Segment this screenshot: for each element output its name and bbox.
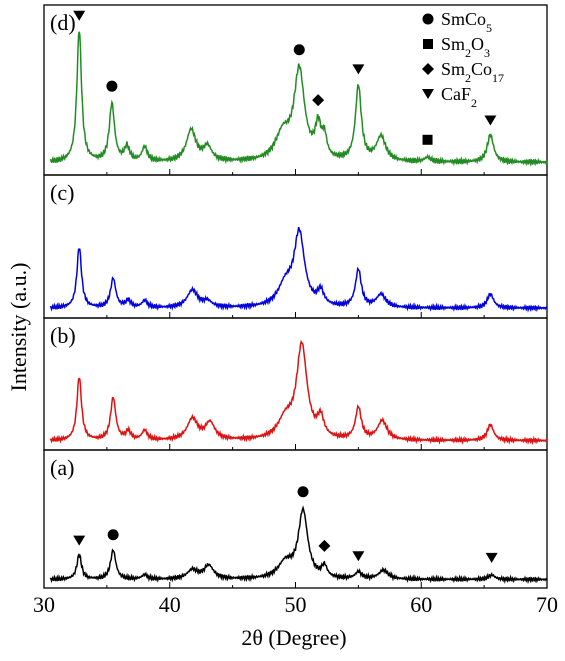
legend-marker-triangle-down (422, 89, 434, 99)
x-tick-label: 30 (33, 592, 55, 617)
series-line-b (49, 339, 548, 446)
legend-label: Sm2O3 (441, 34, 490, 60)
x-tick-label: 40 (159, 592, 181, 617)
panel-label: (d) (50, 10, 76, 35)
phase-marker-square (422, 134, 433, 145)
legend-marker-circle (422, 13, 434, 25)
series-line-d (49, 31, 548, 167)
phase-marker-circle (293, 44, 305, 56)
y-axis-label: Intensity (a.u.) (6, 263, 31, 392)
legend-label: SmCo5 (441, 9, 492, 35)
panel-a: (a) (43, 449, 548, 589)
phase-marker-triangle-down (73, 535, 86, 546)
x-tick-label: 50 (285, 592, 307, 617)
legend-label: CaF2 (441, 84, 477, 110)
panel-c: (c) (43, 174, 548, 319)
phase-marker-circle (107, 529, 119, 541)
phase-marker-diamond (318, 539, 331, 552)
panel-label: (a) (50, 455, 74, 480)
legend-marker-square (423, 39, 433, 49)
phase-marker-triangle-down (73, 10, 86, 21)
phase-marker-triangle-down (485, 552, 498, 563)
series-line-c (49, 226, 548, 313)
x-tick-label: 60 (410, 592, 432, 617)
phase-marker-circle (106, 80, 118, 92)
phase-marker-triangle-down (484, 115, 497, 126)
panel-d: (d) (43, 4, 548, 176)
panel-label: (b) (50, 323, 76, 348)
phase-marker-triangle-down (352, 551, 365, 562)
panel-frame (43, 449, 548, 589)
x-axis-label: 2θ (Degree) (241, 625, 346, 650)
series-line-a (49, 505, 548, 585)
phase-marker-diamond (312, 94, 325, 107)
panel-label: (c) (50, 180, 74, 205)
legend-marker-diamond (422, 63, 434, 75)
x-tick-label: 70 (536, 592, 558, 617)
phase-marker-triangle-down (352, 64, 365, 75)
panel-b: (b) (43, 317, 548, 451)
phase-marker-circle (297, 486, 309, 498)
legend-label: Sm2Co17 (441, 59, 504, 85)
